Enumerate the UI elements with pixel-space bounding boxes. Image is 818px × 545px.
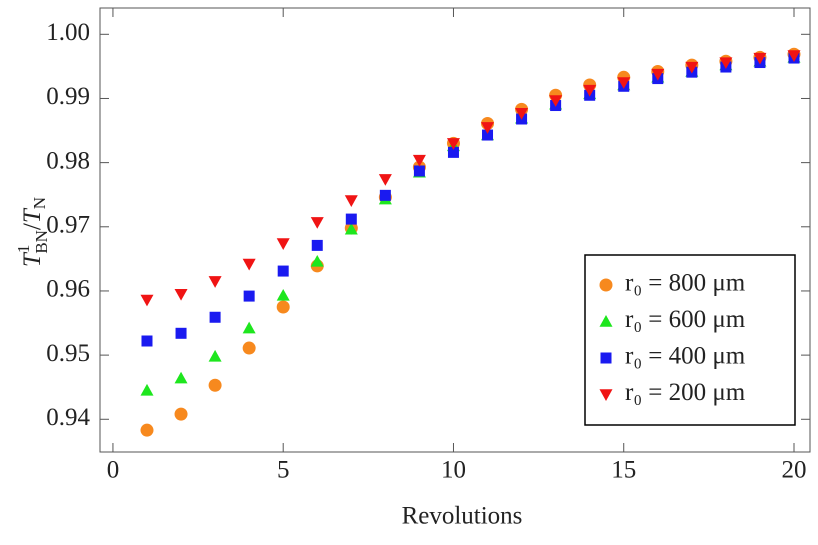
point <box>174 288 188 301</box>
point <box>242 258 256 271</box>
point <box>379 189 391 201</box>
point <box>345 213 357 225</box>
legend-label: r₀ = 400 μm <box>625 343 746 370</box>
point <box>344 222 358 235</box>
point <box>174 371 188 384</box>
point <box>719 57 733 70</box>
legend-label: r₀ = 800 μm <box>625 270 746 297</box>
y-label-part: / <box>19 223 46 230</box>
point <box>141 335 153 347</box>
y-axis-label: T1BN/TN <box>14 197 51 267</box>
y-label-part: 1 <box>14 245 33 254</box>
point <box>310 217 324 229</box>
y-tick-label: 0.98 <box>46 147 90 174</box>
x-tick-label: 5 <box>277 457 290 484</box>
y-tick-label: 1.00 <box>46 19 90 46</box>
point <box>515 108 529 120</box>
x-tick-label: 15 <box>611 457 636 484</box>
point <box>344 195 358 207</box>
point <box>175 327 187 339</box>
point <box>140 423 154 437</box>
point <box>243 290 255 302</box>
plot-frame <box>99 7 811 453</box>
point <box>447 146 459 158</box>
point <box>242 341 256 355</box>
x-tick-label: 0 <box>107 457 120 484</box>
legend-box <box>584 254 796 426</box>
point <box>140 383 154 396</box>
y-label-part: N <box>30 197 49 209</box>
point <box>276 300 290 314</box>
y-tick-label: 0.96 <box>46 276 90 303</box>
y-tick-label: 0.97 <box>46 212 90 239</box>
point <box>549 95 563 107</box>
point <box>140 294 154 307</box>
point <box>412 154 426 167</box>
point <box>208 276 222 288</box>
legend-label: r₀ = 600 μm <box>625 306 746 333</box>
point <box>482 129 494 141</box>
point <box>787 50 801 62</box>
point <box>446 138 460 150</box>
legend-marker <box>599 315 613 327</box>
point <box>617 77 631 89</box>
point <box>208 378 222 392</box>
y-label-part: BN <box>32 230 51 254</box>
y-tick-label: 0.99 <box>46 83 90 110</box>
legend-marker <box>599 389 613 401</box>
legend-label: r₀ = 200 μm <box>625 379 746 406</box>
point <box>753 52 767 65</box>
point <box>413 165 425 177</box>
legend-marker <box>600 352 612 364</box>
legend-marker <box>599 278 613 292</box>
y-tick-label: 0.94 <box>46 404 90 431</box>
point <box>209 311 221 323</box>
point <box>685 61 699 74</box>
y-label-part: T <box>19 207 46 223</box>
x-axis-label: Revolutions <box>402 503 523 530</box>
x-tick-label: 10 <box>441 457 466 484</box>
point <box>311 239 323 251</box>
point <box>174 407 188 421</box>
point <box>276 288 290 301</box>
point <box>310 254 324 267</box>
point <box>277 265 289 277</box>
x-tick-label: 20 <box>781 457 806 484</box>
point <box>481 122 495 134</box>
point <box>242 321 256 334</box>
y-tick-label: 0.95 <box>46 340 90 367</box>
point <box>378 174 392 186</box>
point <box>651 68 665 81</box>
point <box>583 84 597 97</box>
point <box>276 238 290 250</box>
y-label-part: T <box>19 251 46 267</box>
point <box>208 349 222 362</box>
